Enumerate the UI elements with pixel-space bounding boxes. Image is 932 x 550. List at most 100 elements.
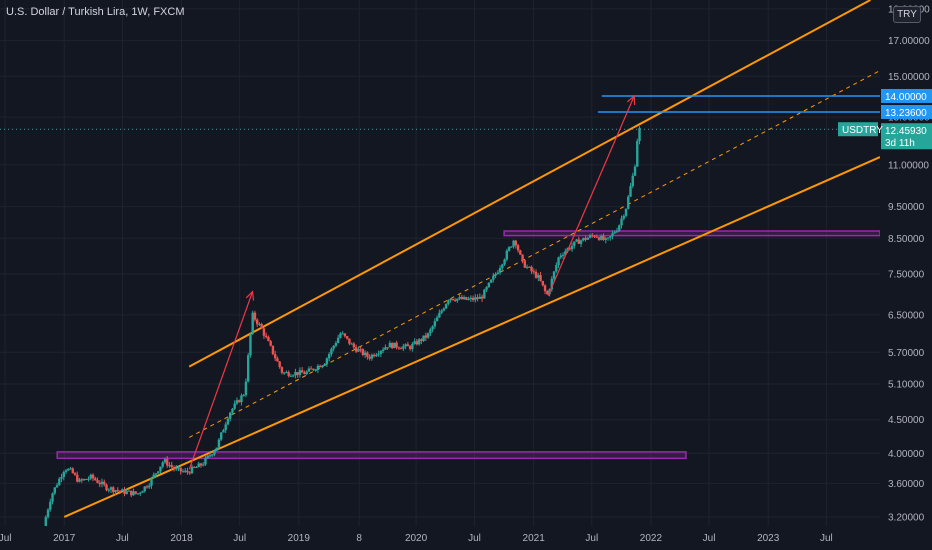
candle-body [546, 291, 549, 295]
last-price-tag-text: 12.45930 [885, 126, 927, 137]
projection-arrows [188, 94, 636, 470]
level-price-tag-text: 13.23600 [885, 108, 927, 119]
candle-body [253, 312, 257, 320]
candle-body [395, 342, 398, 348]
candle-body [489, 279, 493, 283]
candle-body [350, 343, 353, 345]
projection-arrow [547, 95, 635, 296]
candle-body [300, 370, 304, 373]
candle-body [206, 455, 209, 458]
trend-channel [63, 0, 881, 518]
candle-body [559, 255, 563, 258]
support-zone [56, 451, 687, 460]
candle-body [343, 333, 347, 337]
candle-body [220, 432, 223, 440]
candle-body [318, 365, 322, 368]
candle-body [80, 479, 83, 481]
currency-badge[interactable]: TRY [893, 6, 921, 23]
symbol-label [838, 122, 878, 137]
candle-body [613, 232, 616, 234]
candle-body [541, 280, 545, 286]
candle-body [244, 381, 248, 396]
candle-body [339, 333, 342, 338]
candle-body [336, 337, 340, 344]
candle-body [348, 338, 351, 344]
candle-body [595, 236, 598, 238]
candle-body [175, 468, 178, 470]
candle-body [501, 264, 504, 269]
candle-body [408, 346, 412, 350]
candle-body [267, 336, 270, 342]
candle-body [249, 333, 252, 356]
candle-body [150, 478, 153, 486]
candle-body [159, 466, 162, 472]
candle-body [483, 289, 486, 299]
candle-body [172, 467, 176, 470]
candle-body [260, 324, 263, 329]
candle-body [226, 418, 230, 425]
candle-body [444, 303, 448, 309]
price-tick-label: 11.00000 [888, 160, 929, 171]
candle-body [109, 487, 113, 490]
price-axis[interactable]: 3.20000 3.60000 4.00000 4.50000 5.10000 5.700… [880, 0, 932, 550]
time-tick-label: 2020 [405, 533, 428, 544]
candle-body [58, 478, 61, 486]
level-price-tag [881, 104, 932, 119]
candle-body [372, 354, 376, 357]
candle-body [235, 400, 239, 404]
candle-body [204, 457, 207, 465]
candle-body [476, 297, 479, 299]
time-axis[interactable]: Jul 2017 Jul 2018 Jul 2019 8 2020 Jul 2021 Jul 2022… [0, 526, 932, 550]
candle-body [521, 254, 524, 261]
candle-body [98, 482, 101, 485]
candle-body [557, 257, 560, 266]
channel-lower-line [63, 156, 881, 518]
candle-body [157, 471, 160, 474]
price-tick-label: 3.20000 [888, 512, 925, 523]
candle-body [53, 487, 56, 494]
candle-body [462, 297, 466, 300]
candle-body [273, 354, 277, 359]
candle-body [552, 271, 556, 279]
candle-body [325, 358, 329, 365]
channel-upper-line [188, 0, 871, 368]
last-price-tag [881, 123, 932, 150]
candle-body [467, 299, 470, 301]
grid-lines [0, 0, 880, 526]
candle-body [91, 474, 95, 479]
last-price-tag-text: 3d 11h [885, 138, 915, 149]
candle-body [474, 297, 477, 300]
candle-body [55, 485, 59, 488]
candle-body [251, 312, 254, 334]
candle-body [417, 339, 421, 345]
time-tick-label: 2021 [523, 533, 546, 544]
candle-body [622, 215, 625, 219]
candle-body [368, 356, 371, 359]
candle-body [514, 240, 518, 246]
candle-body [402, 346, 405, 349]
candle-body [114, 490, 117, 493]
projection-arrow [188, 291, 254, 470]
candle-body [588, 235, 592, 238]
candle-body [561, 254, 565, 256]
time-tick-label: Jul [703, 533, 716, 544]
candle-body [534, 271, 538, 278]
candle-body [379, 351, 383, 354]
time-tick-label: 2017 [53, 533, 76, 544]
candle-body [422, 335, 425, 341]
candle-body [222, 430, 225, 433]
candle-body [487, 282, 491, 288]
candle-body [366, 352, 369, 357]
candle-body [94, 478, 97, 481]
candle-body [530, 266, 533, 272]
candle-body [440, 310, 443, 313]
candle-body [543, 285, 547, 292]
candle-body [123, 489, 126, 494]
candle-body [618, 225, 621, 231]
candle-body [105, 484, 108, 491]
candle-body [190, 466, 194, 474]
price-tick-label: 8.50000 [888, 234, 925, 245]
candle-body [278, 361, 281, 368]
candle-body [352, 343, 356, 348]
